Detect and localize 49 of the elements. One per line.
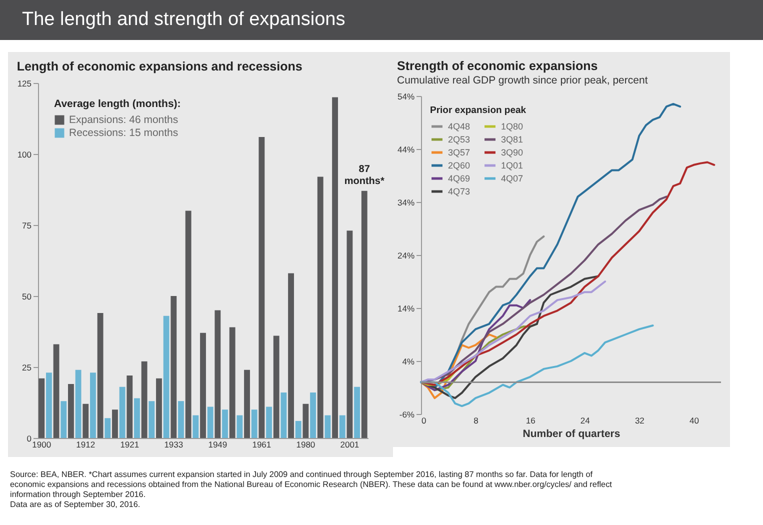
legend-label: 3Q57 — [448, 148, 470, 158]
x-tick-label: 2001 — [340, 440, 360, 450]
y-tick-label: 50 — [22, 292, 32, 302]
x-tick-label: 1921 — [120, 440, 140, 450]
y-tick-label: 44% — [397, 144, 415, 154]
y-tick-label: 34% — [397, 198, 415, 208]
legend-label: 2Q60 — [448, 160, 470, 170]
y-tick-label: 100 — [17, 150, 32, 160]
x-tick-label: 0 — [422, 416, 426, 426]
y-tick-label: -6% — [399, 410, 415, 420]
y-tick-label: 75 — [22, 220, 32, 230]
legend-label: 4Q48 — [448, 122, 470, 132]
annotation: 87 months* — [344, 164, 384, 187]
legend-title: Prior expansion peak — [430, 105, 527, 116]
chart-subtitle: Cumulative real GDP growth since prior peak, percent — [396, 74, 648, 86]
y-tick-label: 14% — [397, 304, 415, 314]
chart-title: Strength of economic expansions — [396, 59, 598, 73]
x-tick-label: 1900 — [32, 440, 52, 450]
text: The length and strength of expansions — [0, 0, 763, 40]
x-axis-title: Number of quarters — [522, 428, 620, 440]
legend-label: 3Q81 — [501, 134, 524, 144]
y-tick-label: 25 — [22, 362, 32, 372]
y-tick-label: 125 — [17, 78, 32, 88]
x-tick-label: 1933 — [164, 440, 184, 450]
legend-label: Recessions: 15 months — [69, 127, 178, 139]
x-tick-label: 1961 — [252, 440, 272, 450]
x-tick-label: 8 — [474, 416, 479, 426]
legend-label: Expansions: 46 months — [69, 114, 178, 126]
x-tick-label: 32 — [634, 416, 645, 426]
x-tick-label: 1912 — [76, 440, 96, 450]
legend-label: 4Q69 — [448, 174, 470, 184]
y-tick-label: 54% — [397, 92, 415, 102]
y-tick-label: 4% — [402, 356, 415, 366]
y-tick-label: 24% — [397, 250, 415, 260]
chart-title: Length of economic expansions and recessions — [16, 60, 302, 74]
legend-label: 1Q01 — [501, 160, 524, 170]
x-tick-label: 24 — [580, 416, 590, 426]
legend-label: 4Q07 — [501, 174, 524, 184]
legend-label: 2Q53 — [448, 134, 470, 144]
legend-label: 1Q80 — [501, 122, 524, 132]
x-tick-label: 1980 — [296, 440, 316, 450]
text: Data are as of September 30, 2016. — [10, 500, 142, 510]
legend-title: Average length (months): — [54, 98, 181, 110]
source-note: Source: BEA, NBER. *Chart assumes current expansion started in July 2009 and continued through September 2016, lasting 87 months so far. Data for length of economic expansions and recessions obtained from the National Bureau of Economic Research (NBER). These data can be found at www.nber.org/cycles/ and reflect information through September 2016. — [10, 470, 613, 500]
legend-label: 3Q90 — [501, 148, 524, 158]
x-tick-label: 16 — [526, 416, 536, 426]
legend-label: 4Q73 — [448, 186, 470, 196]
x-tick-label: 40 — [689, 416, 700, 426]
x-tick-label: 1949 — [208, 440, 228, 450]
